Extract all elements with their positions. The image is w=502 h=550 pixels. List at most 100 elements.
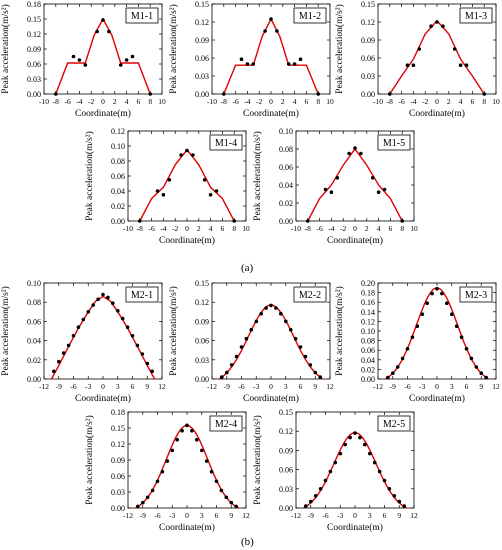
data-point (425, 301, 429, 305)
data-point (165, 459, 170, 463)
y-tick-label: 0.00 (111, 504, 125, 513)
data-point (440, 291, 444, 296)
y-tick-label: 0.18 (27, 0, 41, 9)
data-point (313, 494, 318, 498)
data-point (150, 369, 154, 374)
x-tick-label: 0 (353, 511, 357, 520)
data-point (323, 187, 328, 192)
data-point (71, 334, 76, 338)
y-tick-label: 0.16 (361, 298, 375, 307)
y-tick-label: 0.12 (27, 30, 41, 39)
x-tick-label: -12 (291, 511, 301, 520)
y-tick-label: 0.12 (361, 18, 375, 27)
data-point (376, 190, 381, 194)
data-point (77, 58, 82, 62)
y-tick-label: 0.04 (361, 356, 375, 365)
data-point (145, 495, 150, 500)
y-tick-label: 0.12 (279, 427, 293, 436)
y-tick-label: 0.18 (361, 289, 375, 298)
x-tick-label: -6 (404, 382, 410, 391)
x-tick-label: -6 (398, 97, 404, 106)
data-point (96, 297, 100, 302)
data-point (429, 24, 433, 29)
x-tick-label: -8 (221, 97, 227, 106)
y-axis-label: Peak acceleration(m/s²) (0, 286, 11, 376)
y-tick-label: 0.15 (361, 0, 375, 9)
data-point (459, 335, 464, 339)
x-axis-label: Coordinate(m) (75, 108, 131, 119)
data-point (333, 460, 338, 465)
x-tick-label: 8 (232, 224, 236, 233)
x-tick-label: -8 (53, 97, 59, 106)
data-point (269, 303, 273, 308)
x-tick-label: 6 (471, 97, 475, 106)
data-point (395, 365, 400, 369)
chart-panel-m1-5: 0.00 0.02 0.04 0.06 0.08 0.10 -10 -8 -6 -4 -2 0 2 4 6 8… (252, 127, 418, 246)
y-tick-label: 0.10 (27, 279, 41, 288)
y-tick-label: 0.15 (195, 279, 209, 288)
data-point (318, 487, 323, 491)
x-tick-label: 12 (158, 382, 166, 391)
x-tick-label: 10 (158, 97, 166, 106)
data-point (343, 442, 347, 447)
panel-title: M2-2 (299, 290, 321, 301)
x-tick-label: 3 (116, 382, 120, 391)
x-tick-label: 12 (410, 511, 418, 520)
y-tick-label: 0.06 (195, 54, 209, 63)
x-tick-label: -6 (322, 511, 328, 520)
y-tick-label: 0.00 (195, 90, 209, 99)
data-point (484, 375, 488, 380)
data-point (264, 306, 268, 310)
y-tick-label: 0.09 (111, 456, 125, 465)
data-point (323, 478, 328, 483)
data-point (382, 478, 387, 483)
data-point (306, 219, 310, 223)
x-axis-label: Coordinate(m) (243, 393, 299, 404)
data-point (263, 29, 267, 33)
y-tick-label: 0.00 (361, 90, 375, 99)
x-axis-label: Coordinate(m) (409, 393, 465, 404)
data-point (249, 327, 254, 332)
x-tick-label: -8 (305, 224, 311, 233)
panel-title: M1-2 (299, 11, 321, 22)
x-tick-label: -12 (207, 382, 217, 391)
x-tick-label: 8 (316, 97, 320, 106)
data-point (54, 92, 58, 96)
data-point (454, 324, 459, 328)
data-point (417, 47, 422, 51)
y-tick-label: 0.15 (195, 0, 209, 9)
x-tick-label: -10 (39, 97, 49, 106)
y-tick-label: 0.04 (27, 337, 41, 346)
chart-panel-m1-4: 0.00 0.02 0.04 0.06 0.08 0.10 0.12 -10 -8 -6 -4 -2 0… (84, 127, 250, 246)
data-point (141, 500, 145, 505)
data-point (286, 62, 291, 66)
data-point (435, 287, 439, 291)
panel-title-box (209, 134, 243, 151)
y-tick-label: 0.06 (27, 60, 41, 69)
data-point (234, 504, 238, 509)
x-tick-label: -3 (253, 382, 259, 391)
y-tick-label: 0.10 (279, 127, 293, 136)
y-tick-label: 0.03 (361, 72, 375, 81)
y-tick-label: 0.08 (361, 337, 375, 346)
x-tick-label: 2 (365, 224, 369, 233)
data-point (204, 459, 209, 463)
x-tick-label: -4 (76, 97, 82, 106)
x-tick-label: 9 (229, 511, 233, 520)
y-axis-label: Peak acceleration(m/s²) (84, 415, 95, 505)
x-tick-label: -9 (140, 511, 146, 520)
data-point (209, 469, 214, 474)
data-point (288, 327, 293, 332)
x-tick-label: 3 (450, 382, 454, 391)
x-tick-label: 9 (145, 382, 149, 391)
data-point (145, 361, 150, 366)
x-tick-label: -9 (224, 382, 230, 391)
y-axis-label: Peak acceleration(m/s²) (252, 415, 263, 505)
data-point (161, 193, 166, 197)
data-point (479, 371, 484, 375)
x-tick-label: -8 (137, 224, 143, 233)
data-point (353, 146, 357, 150)
data-point (185, 423, 189, 428)
data-point (338, 451, 343, 456)
data-point (239, 57, 244, 61)
